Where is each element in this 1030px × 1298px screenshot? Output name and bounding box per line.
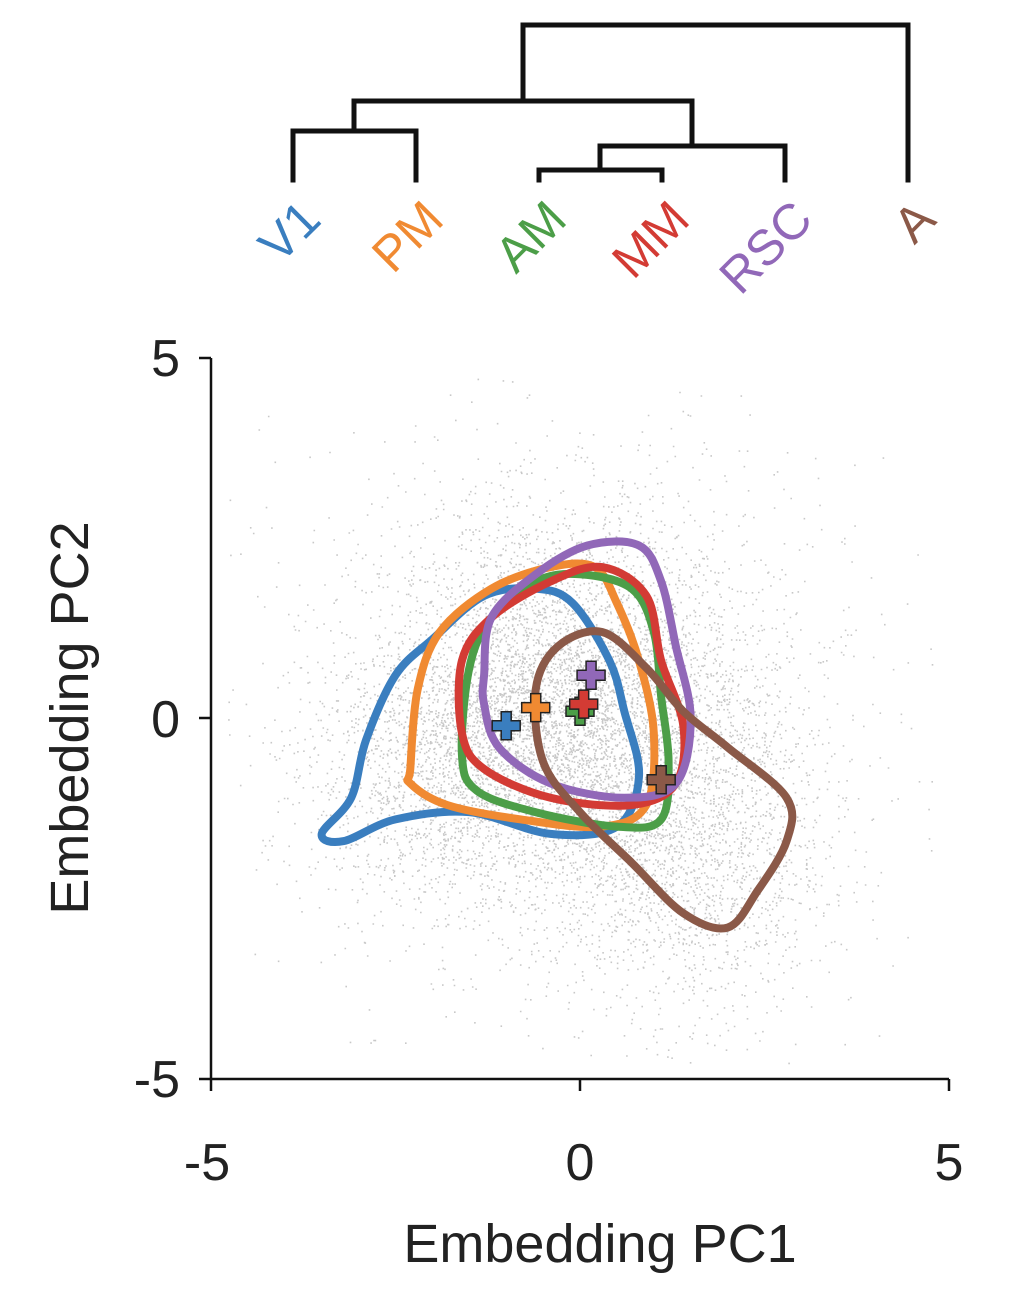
leaf-label-am: AM <box>484 190 577 283</box>
centroid-marker-a <box>646 765 676 795</box>
centroid-marker-mm <box>568 689 599 719</box>
dendrogram <box>290 22 911 183</box>
centroid-marker-v1 <box>491 710 521 741</box>
x-tick-label-0: 0 <box>566 1134 595 1192</box>
y-axis-label: Embedding PC2 <box>40 521 100 914</box>
dendrogram-link-v1pm-ammmrsc <box>351 98 695 149</box>
region-contours <box>317 537 797 933</box>
centroid-marker-pm <box>520 692 551 723</box>
y-tick-label-neg5: -5 <box>134 1051 180 1109</box>
y-tick-label-0: 0 <box>151 691 180 749</box>
dendrogram-link-root <box>520 22 911 183</box>
leaf-label-v1: V1 <box>248 190 331 273</box>
leaf-label-mm: MM <box>601 190 700 289</box>
x-axis-label: Embedding PC1 <box>403 1214 796 1274</box>
x-tick-label-neg5: -5 <box>184 1134 230 1192</box>
tick-labels: 5 0 -5 -5 0 5 <box>134 330 964 1192</box>
dendrogram-link-ammm-rsc <box>597 143 788 183</box>
scatter-plot <box>228 378 934 1065</box>
contour-rsc <box>478 537 695 802</box>
dendrogram-link-v1-pm <box>290 128 419 183</box>
x-tick-label-5: 5 <box>935 1134 964 1192</box>
y-tick-label-5: 5 <box>151 330 180 388</box>
contour-a <box>530 627 797 933</box>
leaf-label-pm: PM <box>361 190 454 283</box>
leaf-label-rsc: RSC <box>709 190 823 304</box>
dendrogram-leaf-labels: V1 PM AM MM RSC A <box>248 190 946 305</box>
axes <box>199 356 951 1091</box>
region-centroid-markers <box>491 660 676 795</box>
leaf-label-a: A <box>883 190 947 254</box>
centroid-marker-rsc <box>576 660 606 690</box>
contour-v1 <box>317 584 644 846</box>
